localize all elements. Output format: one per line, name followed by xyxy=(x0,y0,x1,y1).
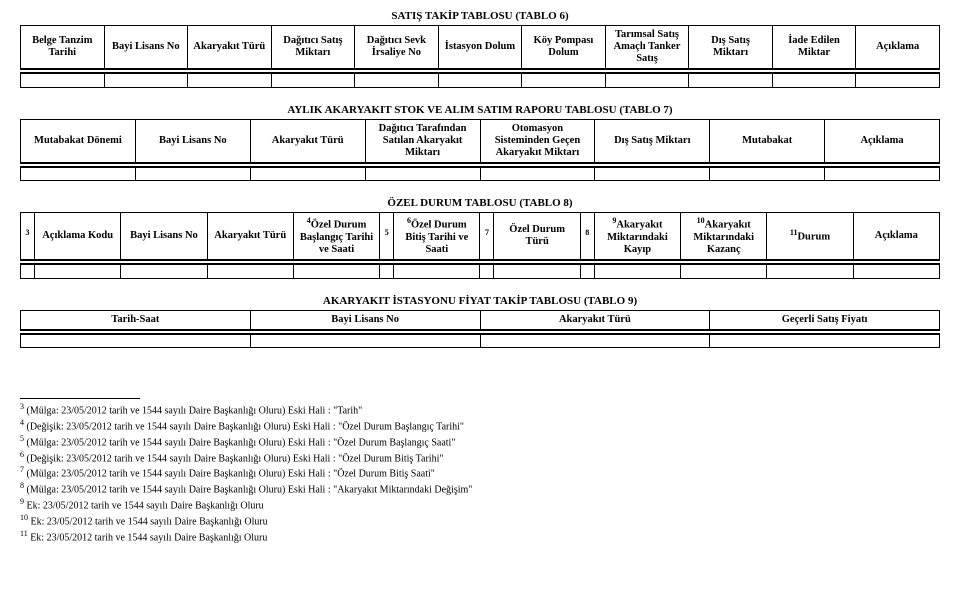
col-akaryakit-turu: Akaryakıt Türü xyxy=(188,26,272,70)
sup-5: 5 xyxy=(380,213,394,260)
footnote: 11 Ek: 23/05/2012 tarih ve 1544 sayılı D… xyxy=(20,529,940,545)
col-iade-edilen: İade Edilen Miktar xyxy=(772,26,856,70)
col-akaryakit-turu: Akaryakıt Türü xyxy=(207,213,293,260)
table9-header-row: Tarih-Saat Bayi Lisans No Akaryakıt Türü… xyxy=(21,310,940,330)
footnote: 9 Ek: 23/05/2012 tarih ve 1544 sayılı Da… xyxy=(20,497,940,513)
footnote: 7 (Mülga: 23/05/2012 tarih ve 1544 sayıl… xyxy=(20,465,940,481)
footnote: 3 (Mülga: 23/05/2012 tarih ve 1544 sayıl… xyxy=(20,402,940,418)
col-bayi-lisans: Bayi Lisans No xyxy=(104,26,188,70)
col-bayi-lisans: Bayi Lisans No xyxy=(250,310,480,330)
col-dagitici-satilan: Dağıtıcı Tarafından Satılan Akaryakıt Mi… xyxy=(365,119,480,163)
table7: AYLIK AKARYAKIT STOK VE ALIM SATIM RAPOR… xyxy=(20,102,940,182)
col-dis-satis: Dış Satış Miktarı xyxy=(689,26,773,70)
col-aciklama-kodu: Açıklama Kodu xyxy=(35,213,121,260)
col-otomasyon-gecen: Otomasyon Sisteminden Geçen Akaryakıt Mi… xyxy=(480,119,595,163)
footnote: 8 (Mülga: 23/05/2012 tarih ve 1544 sayıl… xyxy=(20,481,940,497)
table6-header-row: Belge Tanzim Tarihi Bayi Lisans No Akary… xyxy=(21,26,940,70)
col-gecerli-fiyat: Geçerli Satış Fiyatı xyxy=(710,310,940,330)
col-dis-satis: Dış Satış Miktarı xyxy=(595,119,710,163)
col-tarimsal-tanker: Tarımsal Satış Amaçlı Tanker Satış xyxy=(605,26,689,70)
col-akaryakit-turu: Akaryakıt Türü xyxy=(250,119,365,163)
col-kayip: 9Akaryakıt Miktarındaki Kayıp xyxy=(594,213,680,260)
col-koy-pompasi: Köy Pompası Dolum xyxy=(522,26,606,70)
col-belge-tanzim: Belge Tanzim Tarihi xyxy=(21,26,105,70)
col-tarih-saat: Tarih-Saat xyxy=(21,310,251,330)
col-mutabakat-donemi: Mutabakat Dönemi xyxy=(21,119,136,163)
table7-title: AYLIK AKARYAKIT STOK VE ALIM SATIM RAPOR… xyxy=(21,102,940,120)
table7-header-row: Mutabakat Dönemi Bayi Lisans No Akaryakı… xyxy=(21,119,940,163)
col-ozel-bitis: 6Özel Durum Bitiş Tarihi ve Saati xyxy=(394,213,480,260)
table6-title: SATIŞ TAKİP TABLOSU (TABLO 6) xyxy=(21,8,940,26)
col-aciklama: Açıklama xyxy=(856,26,940,70)
footnote: 5 (Mülga: 23/05/2012 tarih ve 1544 sayıl… xyxy=(20,434,940,450)
table-row xyxy=(21,334,940,348)
col-kazanc: 10Akaryakıt Miktarındaki Kazanç xyxy=(681,213,767,260)
col-istasyon-dolum: İstasyon Dolum xyxy=(438,26,522,70)
col-bayi-lisans: Bayi Lisans No xyxy=(121,213,207,260)
sup-8: 8 xyxy=(580,213,594,260)
table8-title: ÖZEL DURUM TABLOSU (TABLO 8) xyxy=(21,195,940,213)
table8: ÖZEL DURUM TABLOSU (TABLO 8) 3 Açıklama … xyxy=(20,195,940,278)
col-mutabakat: Mutabakat xyxy=(710,119,825,163)
col-dagitici-sevk: Dağıtıcı Sevk İrsaliye No xyxy=(355,26,439,70)
col-aciklama: Açıklama xyxy=(825,119,940,163)
col-akaryakit-turu: Akaryakıt Türü xyxy=(480,310,710,330)
sup-7: 7 xyxy=(480,213,494,260)
footnote: 10 Ek: 23/05/2012 tarih ve 1544 sayılı D… xyxy=(20,513,940,529)
sup-3: 3 xyxy=(21,213,35,260)
col-ozel-baslangic: 4Özel Durum Başlangıç Tarihi ve Saati xyxy=(293,213,379,260)
table-row xyxy=(21,167,940,181)
footnote-rule xyxy=(20,398,140,399)
table9: AKARYAKIT İSTASYONU FİYAT TAKİP TABLOSU … xyxy=(20,293,940,349)
table8-header-row: 3 Açıklama Kodu Bayi Lisans No Akaryakıt… xyxy=(21,213,940,260)
footnote: 4 (Değişik: 23/05/2012 tarih ve 1544 say… xyxy=(20,418,940,434)
col-dagitici-satis: Dağıtıcı Satış Miktarı xyxy=(271,26,355,70)
table-row xyxy=(21,73,940,87)
col-bayi-lisans: Bayi Lisans No xyxy=(135,119,250,163)
col-durum: 11Durum xyxy=(767,213,853,260)
footnote: 6 (Değişik: 23/05/2012 tarih ve 1544 say… xyxy=(20,450,940,466)
table9-title: AKARYAKIT İSTASYONU FİYAT TAKİP TABLOSU … xyxy=(21,293,940,311)
footnotes: 3 (Mülga: 23/05/2012 tarih ve 1544 sayıl… xyxy=(20,398,940,544)
col-ozel-durum-turu: Özel Durum Türü xyxy=(494,213,580,260)
table-row xyxy=(21,264,940,278)
col-aciklama: Açıklama xyxy=(853,213,939,260)
table6: SATIŞ TAKİP TABLOSU (TABLO 6) Belge Tanz… xyxy=(20,8,940,88)
